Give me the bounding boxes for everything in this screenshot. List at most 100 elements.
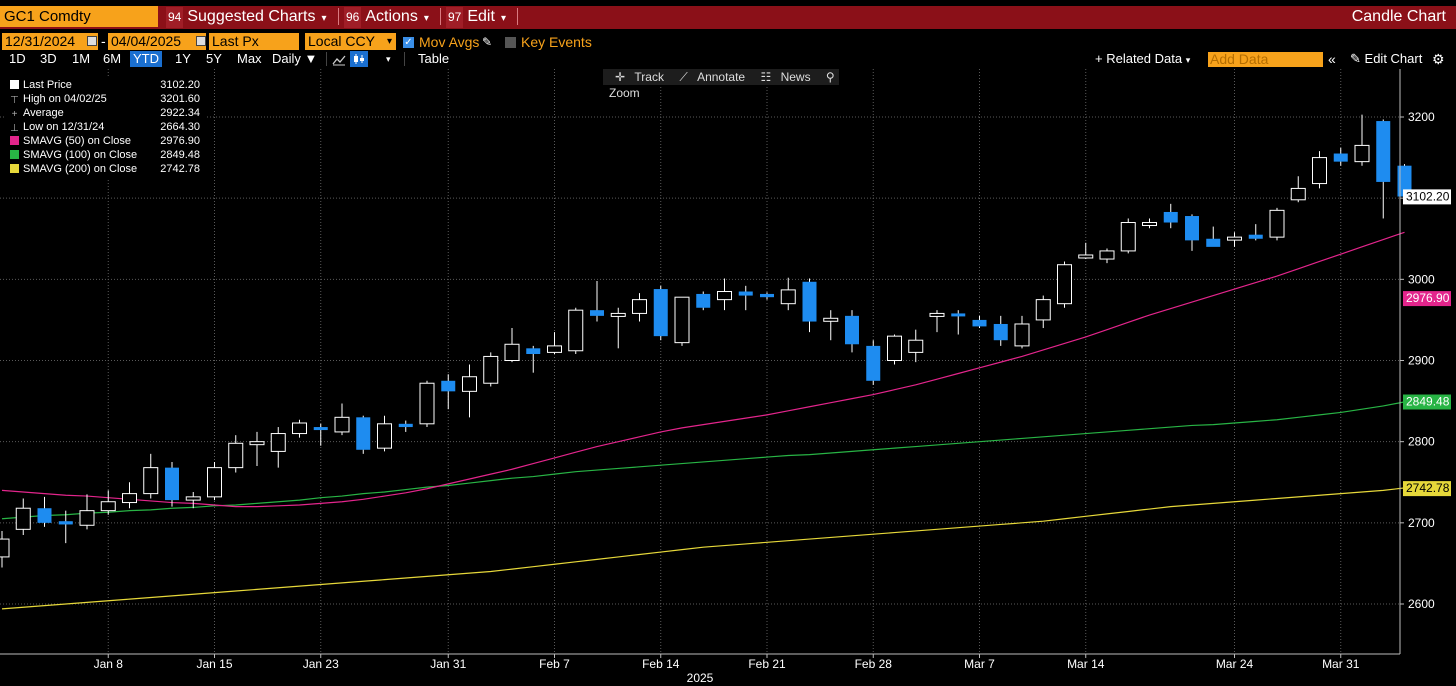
- legend-row: SMAVG (200) on Close 2742.78: [10, 162, 206, 176]
- pencil-icon[interactable]: ✎: [482, 35, 493, 49]
- candle: [100, 490, 116, 515]
- period-ytd[interactable]: YTD: [130, 51, 162, 67]
- edit-chart-button[interactable]: ✎ Edit Chart: [1350, 51, 1422, 67]
- y-tick-label: 2700: [1408, 516, 1435, 530]
- mov-avgs-label: Mov Avgs: [419, 34, 480, 50]
- menu-label: Actions: [365, 8, 418, 25]
- candle: [845, 310, 859, 353]
- sma50-tag-label: 2976.90: [1406, 291, 1450, 305]
- candle: [504, 328, 520, 363]
- candle-body: [1397, 165, 1412, 197]
- candle: [207, 461, 222, 501]
- period-1d[interactable]: 1D: [9, 51, 26, 66]
- collapse-chevrons-icon[interactable]: «: [1328, 51, 1336, 67]
- candle: [1206, 226, 1221, 247]
- candle: [79, 494, 95, 530]
- candle-body: [845, 315, 859, 345]
- menu-number: 97: [446, 7, 464, 28]
- annotate-tool[interactable]: ⟋ Annotate: [673, 70, 745, 84]
- candle-body: [15, 507, 31, 530]
- candle-chart[interactable]: 26002700280029003000310032003102.202976.…: [0, 69, 1456, 686]
- candle-body: [1099, 250, 1115, 260]
- legend-value: 2664.30: [160, 121, 200, 133]
- currency-select[interactable]: Local CCY ▾: [305, 33, 396, 50]
- candle: [887, 334, 902, 365]
- ticker-field[interactable]: GC1 Comdty: [0, 6, 158, 27]
- news-tool[interactable]: ☷ News: [754, 70, 810, 84]
- sma100-tag: [1403, 394, 1451, 410]
- x-tick-label: Mar 31: [1322, 657, 1360, 671]
- candle-body: [1312, 157, 1327, 185]
- candle: [1312, 151, 1327, 189]
- last-price-tag-label: 3102.20: [1406, 189, 1450, 203]
- related-data-menu[interactable]: + Related Data ▾: [1095, 51, 1190, 67]
- period-5y[interactable]: 5Y: [206, 51, 222, 66]
- candle-body: [951, 313, 966, 317]
- candle: [15, 498, 31, 536]
- news-icon: ☷: [760, 70, 772, 84]
- mov-avgs-checkbox[interactable]: ✓: [403, 37, 414, 48]
- legend-swatch: [10, 150, 19, 159]
- price-field-select[interactable]: Last Px: [209, 33, 299, 50]
- candle-body: [547, 345, 562, 353]
- candle-body: [1057, 264, 1072, 305]
- period-1m[interactable]: 1M: [72, 51, 91, 66]
- suggested-charts-menu[interactable]: 94 Suggested Charts ▾: [166, 6, 326, 28]
- candle-body: [334, 416, 350, 433]
- legend-value: 2976.90: [160, 135, 200, 147]
- period-1y[interactable]: 1Y: [175, 51, 191, 66]
- legend-row: Last Price 3102.20: [10, 78, 206, 92]
- menu-divider: [440, 8, 441, 25]
- frequency-select[interactable]: Daily ▼: [272, 51, 317, 67]
- candle-body: [228, 442, 244, 469]
- period-max[interactable]: Max: [237, 51, 262, 66]
- y-tick-label: 2900: [1408, 354, 1435, 368]
- candle: [0, 530, 10, 568]
- candle: [462, 364, 477, 418]
- sma200-tag-label: 2742.78: [1406, 481, 1450, 495]
- calendar-icon[interactable]: [87, 36, 97, 46]
- legend-value: 3201.60: [160, 93, 200, 105]
- average-marker-icon: +: [11, 109, 18, 120]
- candle: [760, 292, 774, 300]
- end-date-value: 04/04/2025: [111, 33, 182, 49]
- candle-body: [929, 312, 945, 317]
- y-tick-label: 2800: [1408, 435, 1435, 449]
- actions-menu[interactable]: 96 Actions ▾: [344, 6, 429, 28]
- add-data-input[interactable]: Add Data: [1208, 52, 1323, 67]
- period-6m[interactable]: 6M: [103, 51, 122, 66]
- sma100-line: [1, 401, 1405, 520]
- toolbar-divider: [326, 52, 327, 66]
- edit-menu[interactable]: 97 Edit ▾: [446, 6, 506, 28]
- candle-body: [122, 493, 137, 504]
- candle: [1099, 248, 1115, 264]
- track-tool[interactable]: ✛ Track: [609, 70, 664, 84]
- legend-label: High on 04/02/25: [23, 93, 107, 105]
- candle-body: [483, 355, 499, 384]
- candle: [1078, 242, 1094, 260]
- search-icon: ⚲: [825, 70, 835, 84]
- candle: [1163, 203, 1178, 229]
- candle: [1014, 315, 1030, 349]
- line-chart-icon[interactable]: [332, 53, 346, 66]
- end-date-field[interactable]: 04/04/2025: [108, 33, 206, 50]
- key-events-checkbox[interactable]: [505, 37, 516, 48]
- low-marker-icon: ⊥: [10, 123, 19, 134]
- table-button[interactable]: Table: [418, 51, 450, 66]
- start-date-field[interactable]: 12/31/2024: [2, 33, 98, 50]
- high-marker-icon: ⊤: [10, 95, 19, 106]
- key-events-label: Key Events: [521, 34, 592, 50]
- candle: [717, 278, 732, 311]
- period-3d[interactable]: 3D: [40, 51, 57, 66]
- caret-down-icon[interactable]: ▾: [386, 54, 391, 64]
- crosshair-icon: ✛: [615, 70, 626, 84]
- candle-chart-icon[interactable]: [350, 51, 368, 67]
- x-tick-label: Feb 28: [855, 657, 893, 671]
- candle: [122, 482, 137, 509]
- gear-icon[interactable]: ⚙: [1432, 51, 1445, 67]
- zoom-tool[interactable]: ⚲ Zoom: [603, 70, 835, 100]
- candle-body: [1376, 121, 1391, 182]
- candle: [441, 374, 456, 410]
- calendar-icon[interactable]: [196, 36, 206, 46]
- related-data-label: + Related Data: [1095, 51, 1183, 66]
